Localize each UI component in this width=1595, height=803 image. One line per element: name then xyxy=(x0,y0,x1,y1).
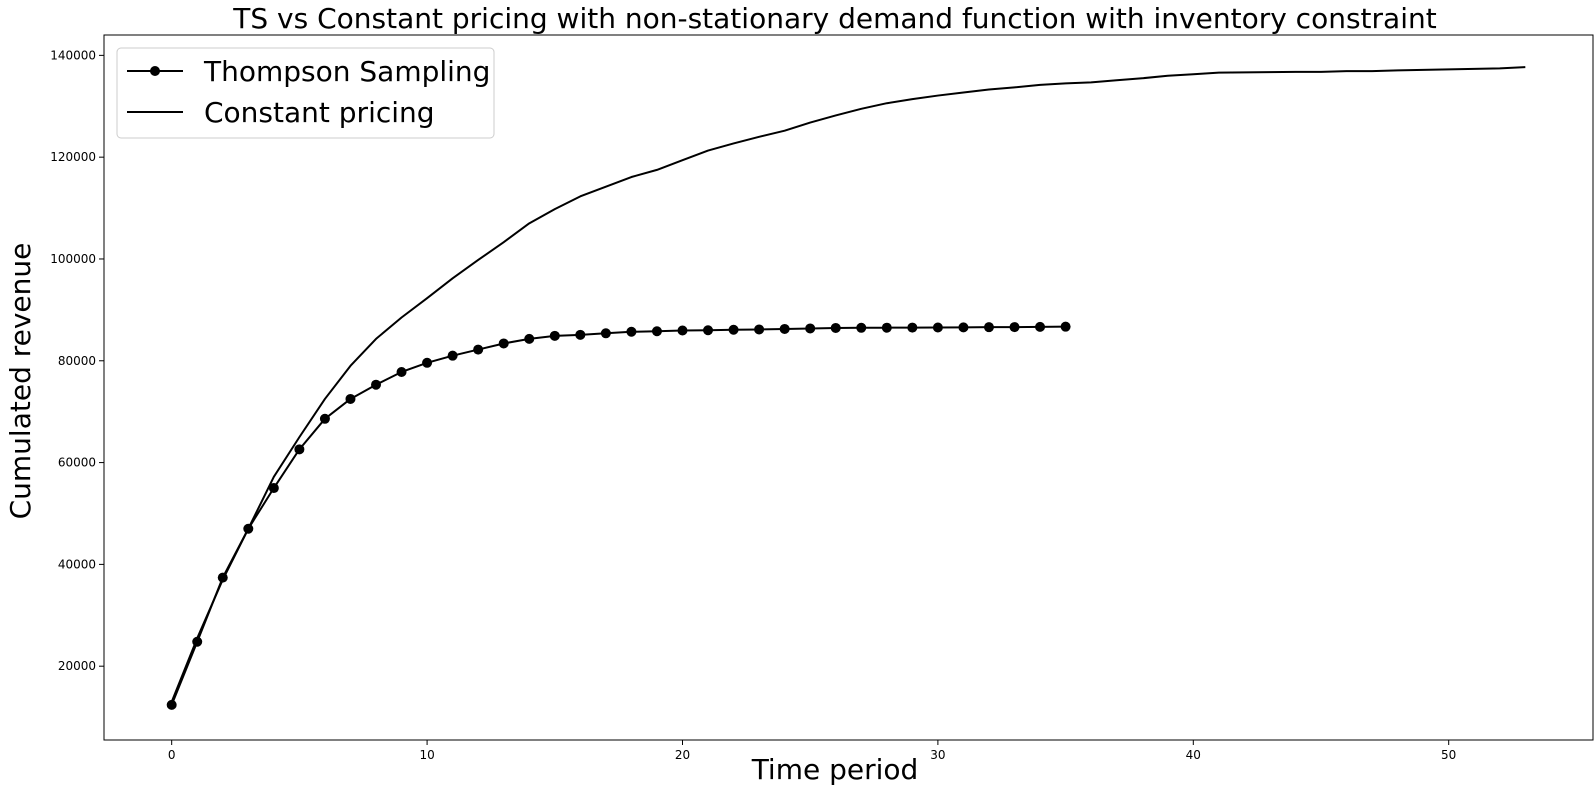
legend-marker xyxy=(150,66,160,76)
series-point xyxy=(166,699,177,710)
y-tick-label: 20000 xyxy=(58,659,96,673)
series-point xyxy=(473,344,484,355)
legend-box xyxy=(116,47,495,139)
series-point xyxy=(345,393,356,404)
series-point xyxy=(907,322,918,333)
series-point xyxy=(651,326,662,337)
series-point xyxy=(498,338,509,349)
chart-title: TS vs Constant pricing with non-stationa… xyxy=(232,2,1436,35)
y-axis: 20000 40000 60000 80000 100000 120000 140000 xyxy=(50,48,104,673)
y-tick-label: 140000 xyxy=(50,48,96,62)
x-tick-label: 10 xyxy=(419,748,434,762)
series-point xyxy=(754,324,765,335)
series-point xyxy=(268,483,279,494)
y-tick-label: 40000 xyxy=(58,557,96,571)
series-point xyxy=(524,333,535,344)
series-point xyxy=(549,330,560,341)
series-point xyxy=(830,322,841,333)
series-point xyxy=(677,325,688,336)
y-tick-label: 100000 xyxy=(50,252,96,266)
x-tick-label: 20 xyxy=(675,748,690,762)
series-line-2 xyxy=(170,66,1526,703)
x-tick-label: 40 xyxy=(1186,748,1201,762)
series-point xyxy=(856,322,867,333)
series-point xyxy=(600,328,611,339)
series-point xyxy=(1009,322,1020,333)
series-point xyxy=(1060,321,1071,332)
y-tick-label: 80000 xyxy=(58,354,96,368)
series-point xyxy=(294,444,305,455)
x-tick-label: 50 xyxy=(1441,748,1456,762)
series-point xyxy=(779,323,790,334)
y-tick-label: 120000 xyxy=(50,150,96,164)
series-point xyxy=(728,324,739,335)
legend-label: Thompson Sampling xyxy=(203,55,490,88)
series-point xyxy=(881,322,892,333)
series-point xyxy=(447,350,458,361)
series-point xyxy=(932,322,943,333)
series-point xyxy=(703,325,714,336)
series-point xyxy=(805,323,816,334)
series-point xyxy=(422,357,433,368)
series-point xyxy=(319,413,330,424)
y-axis-title: Cumulated revenue xyxy=(4,243,37,520)
x-axis: 0 10 20 30 40 50 xyxy=(168,740,1456,762)
series-point xyxy=(983,322,994,333)
plot-frame xyxy=(103,34,1594,741)
series-layer xyxy=(166,66,1526,710)
legend: Thompson Sampling Constant pricing xyxy=(116,47,495,139)
x-tick-label: 0 xyxy=(168,748,176,762)
series-point xyxy=(1035,321,1046,332)
series-point xyxy=(575,329,586,340)
series-point xyxy=(371,379,382,390)
series-point xyxy=(396,366,407,377)
x-tick-label: 30 xyxy=(930,748,945,762)
x-axis-title: Time period xyxy=(751,753,919,786)
series-point xyxy=(626,326,637,337)
y-tick-label: 60000 xyxy=(58,456,96,470)
series-point xyxy=(958,322,969,333)
legend-label: Constant pricing xyxy=(204,96,435,129)
